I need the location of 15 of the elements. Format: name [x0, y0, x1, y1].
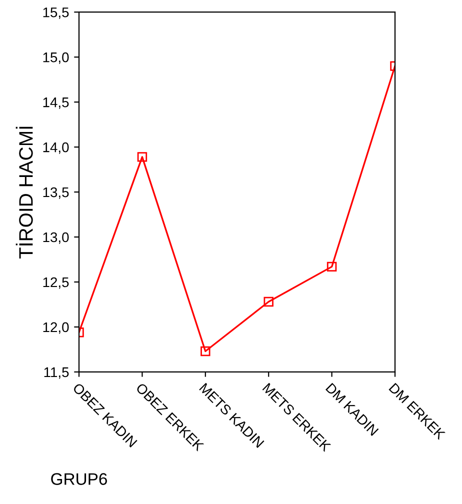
y-tick-label: 15,0: [43, 52, 69, 64]
point: [200, 346, 210, 356]
y-tick-label: 13,5: [43, 187, 69, 199]
y-tick-label: 12,5: [43, 277, 69, 289]
point: [264, 296, 274, 307]
y-axis-title: TİROID HACMİ: [16, 126, 33, 259]
y-tick-label: 14,5: [43, 98, 69, 109]
point: [326, 262, 337, 272]
y-tick-label: 12,0: [43, 322, 69, 334]
y-tick-label: 11,5: [44, 367, 69, 379]
y-tick-label: 14,0: [43, 142, 69, 154]
x-axis-title: GRUP6: [51, 473, 107, 485]
y-tick-label: 15,5: [43, 8, 69, 19]
y-tick-label: 13,0: [43, 232, 69, 244]
point: [137, 152, 148, 162]
